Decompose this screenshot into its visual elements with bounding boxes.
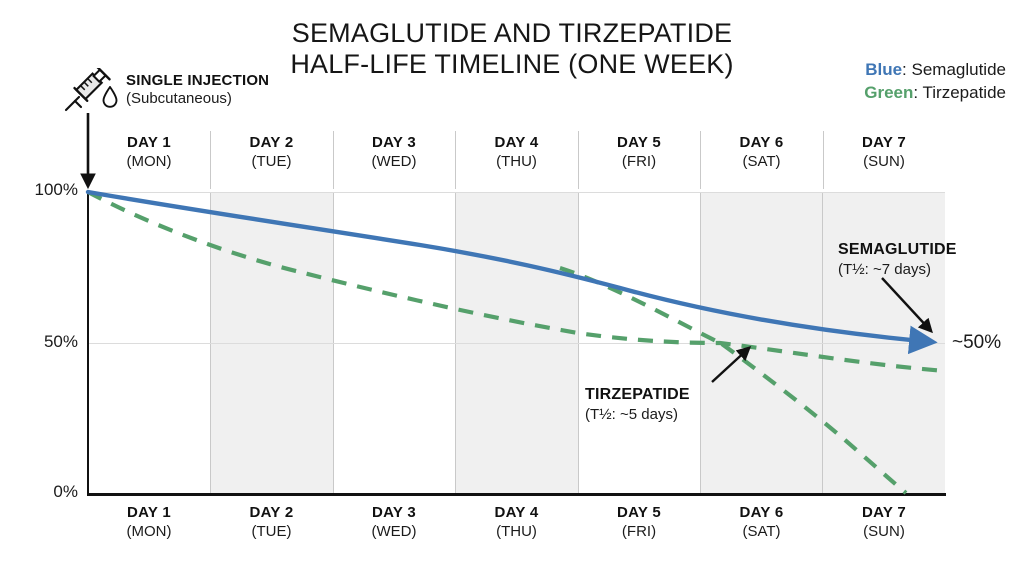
bottom-day-5: DAY 5 (FRI) [578, 503, 700, 541]
header-separator-5 [700, 131, 701, 189]
bottom-day-4: DAY 4 (THU) [455, 503, 578, 541]
top-day-5-number: DAY 5 [616, 134, 662, 151]
top-day-4-weekday: (THU) [496, 153, 537, 170]
bottom-day-1-number: DAY 1 [126, 504, 172, 521]
top-day-4: DAY 4 (THU) [455, 133, 578, 171]
top-day-1: DAY 1 (MON) [88, 133, 210, 171]
end-value-label: ~50% [952, 332, 1002, 353]
chart-legend: Blue: Semaglutide Green: Tirzepatide [864, 58, 1006, 104]
top-day-7-number: DAY 7 [861, 134, 907, 151]
annotation-semaglutide-detail: (T½: ~7 days) [838, 261, 931, 278]
top-day-4-number: DAY 4 [494, 134, 539, 151]
y-tick-50: 50% [43, 332, 78, 351]
bottom-day-7: DAY 7 (SUN) [823, 503, 945, 541]
top-day-3: DAY 3 (WED) [333, 133, 455, 171]
gridline-100 [88, 192, 945, 193]
bottom-day-2-number: DAY 2 [249, 504, 294, 521]
legend-sep-green: : [913, 83, 923, 102]
injection-subtitle: (Subcutaneous) [126, 90, 232, 107]
x-axis-line [87, 493, 946, 496]
bottom-day-3-weekday: (WED) [371, 523, 417, 540]
top-day-6-number: DAY 6 [739, 134, 784, 151]
injection-callout: SINGLE INJECTION (Subcutaneous) [62, 64, 269, 114]
y-tick-100: 100% [34, 180, 78, 199]
legend-label-tirzepatide: Tirzepatide [922, 83, 1006, 102]
annotation-semaglutide: SEMAGLUTIDE (T½: ~7 days) [838, 240, 957, 280]
legend-item-semaglutide: Blue: Semaglutide [864, 58, 1006, 81]
bottom-day-5-number: DAY 5 [616, 504, 662, 521]
injection-text: SINGLE INJECTION (Subcutaneous) [126, 68, 269, 108]
legend-sep-blue: : [902, 60, 912, 79]
bottom-day-6-weekday: (SAT) [742, 523, 781, 540]
top-day-3-number: DAY 3 [371, 134, 417, 151]
bottom-day-7-weekday: (SUN) [863, 523, 905, 540]
title-line-1: SEMAGLUTIDE AND TIRZEPATIDE [291, 18, 733, 48]
top-day-7: DAY 7 (SUN) [823, 133, 945, 171]
top-day-3-weekday: (WED) [371, 153, 417, 170]
top-day-7-weekday: (SUN) [863, 153, 905, 170]
bottom-day-7-number: DAY 7 [861, 504, 907, 521]
plot-area [88, 192, 945, 494]
bottom-day-3: DAY 3 (WED) [333, 503, 455, 541]
annotation-tirzepatide-detail: (T½: ~5 days) [585, 406, 678, 423]
top-day-2: DAY 2 (TUE) [210, 133, 333, 171]
top-day-2-number: DAY 2 [249, 134, 294, 151]
annotation-tirzepatide-name: TIRZEPATIDE [585, 386, 690, 403]
bottom-day-6-number: DAY 6 [739, 504, 784, 521]
y-axis-ticks: 100% 50% 0% [10, 0, 78, 572]
y-axis-line [87, 190, 89, 496]
injection-icon-group [62, 64, 120, 114]
top-day-2-weekday: (TUE) [251, 153, 292, 170]
header-separator-6 [823, 131, 824, 189]
header-separator-2 [333, 131, 334, 189]
bottom-day-1: DAY 1 (MON) [88, 503, 210, 541]
top-day-6-weekday: (SAT) [742, 153, 781, 170]
bottom-day-4-weekday: (THU) [496, 523, 537, 540]
annotation-semaglutide-name: SEMAGLUTIDE [838, 241, 957, 258]
header-separator-1 [210, 131, 211, 189]
legend-item-tirzepatide: Green: Tirzepatide [864, 81, 1006, 104]
legend-key-green: Green [864, 83, 914, 102]
bottom-day-6: DAY 6 (SAT) [700, 503, 823, 541]
bottom-day-5-weekday: (FRI) [621, 523, 657, 540]
top-day-5-weekday: (FRI) [621, 153, 657, 170]
injection-title: SINGLE INJECTION [126, 72, 270, 89]
bottom-day-2-weekday: (TUE) [251, 523, 292, 540]
bottom-day-1-weekday: (MON) [126, 523, 172, 540]
header-separator-4 [578, 131, 579, 189]
gridline-50 [88, 343, 945, 344]
top-day-1-weekday: (MON) [126, 153, 172, 170]
legend-label-semaglutide: Semaglutide [911, 60, 1006, 79]
top-day-6: DAY 6 (SAT) [700, 133, 823, 171]
top-day-5: DAY 5 (FRI) [578, 133, 700, 171]
y-tick-0: 0% [53, 482, 78, 501]
top-day-1-number: DAY 1 [126, 134, 172, 151]
annotation-tirzepatide: TIRZEPATIDE (T½: ~5 days) [585, 385, 690, 425]
header-separator-3 [455, 131, 456, 189]
syringe-icon [64, 64, 111, 112]
legend-key-blue: Blue [865, 60, 903, 79]
bottom-day-4-number: DAY 4 [494, 504, 539, 521]
droplet-icon [102, 86, 118, 108]
bottom-day-3-number: DAY 3 [371, 504, 417, 521]
bottom-day-2: DAY 2 (TUE) [210, 503, 333, 541]
